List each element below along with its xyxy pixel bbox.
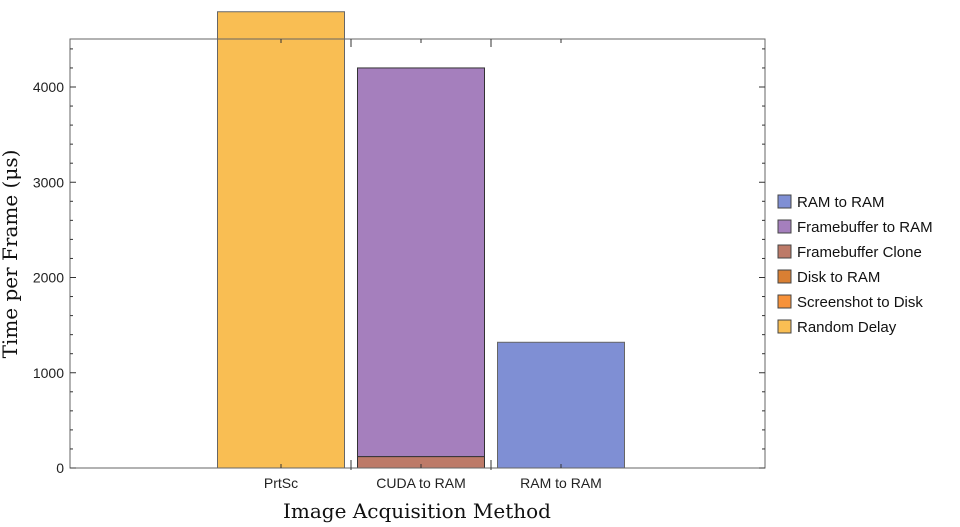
y-tick-label: 2000	[33, 270, 64, 286]
legend-swatch	[777, 294, 792, 309]
x-tick-label: RAM to RAM	[520, 475, 602, 491]
x-axis-label: Image Acquisition Method	[283, 499, 551, 523]
legend-label: Disk to RAM	[797, 269, 880, 286]
y-tick-label: 0	[56, 460, 64, 476]
axis-ticks: PrtSc CUDA to RAM RAM to RAM 0 1000 2000 3000 4…	[33, 39, 765, 491]
x-tick-label: PrtSc	[264, 475, 298, 491]
legend: RAM to RAM Framebuffer to RAM Framebuffer …	[777, 194, 933, 336]
y-tick-label: 4000	[33, 79, 64, 95]
bar-ram-to-ram-ram-to-ram	[497, 341, 625, 469]
bar-cuda-to-ram-framebuffer-to-ram	[357, 67, 485, 458]
plot-frame	[69, 38, 766, 469]
bars	[217, 11, 625, 469]
legend-swatch	[777, 219, 792, 234]
legend-swatch	[777, 319, 792, 334]
legend-label: Screenshot to Disk	[797, 294, 923, 311]
y-axis-label: Time per Frame (μs)	[0, 150, 22, 359]
legend-swatch	[777, 194, 792, 209]
legend-swatch	[777, 269, 792, 284]
y-tick-label: 3000	[33, 174, 64, 190]
legend-swatch	[777, 244, 792, 259]
legend-label: RAM to RAM	[797, 194, 885, 211]
legend-label: Random Delay	[797, 319, 897, 336]
y-tick-label: 1000	[33, 365, 64, 381]
bar-prtsc-random-delay	[217, 11, 345, 469]
legend-label: Framebuffer Clone	[797, 244, 922, 261]
x-tick-label: CUDA to RAM	[376, 475, 465, 491]
legend-label: Framebuffer to RAM	[797, 219, 933, 236]
